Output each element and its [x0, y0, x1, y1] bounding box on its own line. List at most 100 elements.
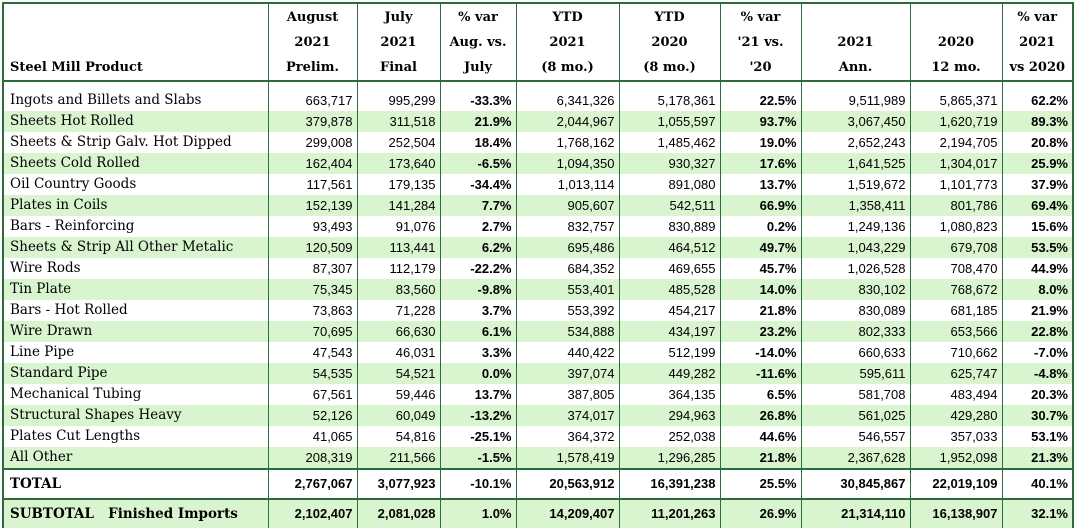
cell-col-5: 449,282: [619, 363, 721, 384]
header-line: Ann.: [838, 60, 873, 75]
header-line: July: [463, 60, 493, 75]
header-line: Aug. vs.: [449, 35, 507, 50]
cell-col-7: 3,067,450: [801, 111, 911, 132]
cell-col-2: 311,518: [357, 111, 441, 132]
cell-col-3: 7.7%: [440, 195, 517, 216]
cell-col-3: -34.4%: [440, 174, 517, 195]
cell-col-1: 87,307: [268, 258, 358, 279]
cell-col-2: 2,081,028: [357, 498, 441, 528]
cell-col-4: 832,757: [516, 216, 620, 237]
header-line: 2021: [1019, 35, 1056, 50]
table-row: Plates Cut Lengths 41,065 54,816 -25.1% 364,…: [4, 426, 1072, 447]
cell-col-2: 66,630: [357, 321, 441, 342]
product-name: SUBTOTAL Finished Imports: [4, 498, 269, 528]
header-line: [915, 5, 998, 30]
cell-col-7: 9,511,989: [801, 90, 911, 111]
cell-col-9: 8.0%: [1002, 279, 1072, 300]
cell-col-5: 1,055,597: [619, 111, 721, 132]
cell-col-1: 2,102,407: [268, 498, 358, 528]
product-name: Bars - Hot Rolled: [4, 300, 269, 321]
header-col-8: 2020 12 mo.: [910, 4, 1003, 82]
product-name: Plates in Coils: [4, 195, 269, 216]
cell-col-8: 357,033: [910, 426, 1003, 447]
product-name: Structural Shapes Heavy: [4, 405, 269, 426]
table-row: Bars - Hot Rolled 73,863 71,228 3.7% 553,392…: [4, 300, 1072, 321]
spacer-cell: [516, 81, 620, 90]
table-row: Bars - Reinforcing 93,493 91,076 2.7% 832,75…: [4, 216, 1072, 237]
cell-col-2: 173,640: [357, 153, 441, 174]
cell-col-6: 21.8%: [720, 300, 802, 321]
cell-col-3: -33.3%: [440, 90, 517, 111]
cell-col-9: 62.2%: [1031, 93, 1068, 108]
table-row: Mechanical Tubing 67,561 59,446 13.7% 387,80…: [4, 384, 1072, 405]
product-name: Wire Drawn: [4, 321, 269, 342]
cell-col-3: 2.7%: [440, 216, 517, 237]
cell-col-2: 995,299: [357, 90, 441, 111]
cell-col-4: 2,044,967: [516, 111, 620, 132]
cell-col-3: -22.2%: [440, 258, 517, 279]
cell-col-8: 801,786: [910, 195, 1003, 216]
header-line: [806, 5, 906, 30]
cell-col-4: 1,013,114: [516, 174, 620, 195]
cell-col-7: 581,708: [801, 384, 911, 405]
cell-col-6: 66.9%: [720, 195, 802, 216]
cell-col-1: 663,717: [268, 90, 358, 111]
cell-col-3: 13.7%: [440, 384, 517, 405]
cell-col-2: 60,049: [357, 405, 441, 426]
table-header: Steel Mill Product August 2021 Prelim. July 2…: [4, 4, 1072, 82]
cell-col-1: 75,345: [268, 279, 358, 300]
cell-col-7: 546,557: [801, 426, 911, 447]
cell-col-7: 30,845,867: [801, 468, 911, 499]
header-line: % var: [740, 10, 781, 25]
cell-col-7: 1,043,229: [801, 237, 911, 258]
header-col-4: YTD 2021 (8 mo.): [516, 4, 620, 82]
cell-col-8: 5,865,371: [910, 90, 1003, 111]
cell-col-9: 53.1%: [1031, 429, 1068, 444]
cell-col-4: 553,392: [516, 300, 620, 321]
header-col-6: % var '21 vs. '20: [720, 4, 802, 82]
spacer-cell: [268, 81, 358, 90]
cell-col-3: -1.5%: [440, 447, 517, 469]
spacer-cell: [1002, 81, 1072, 90]
cell-col-5: 464,512: [619, 237, 721, 258]
header-col-1: August 2021 Prelim.: [268, 4, 358, 82]
cell-col-9: 53.5%: [1002, 237, 1072, 258]
cell-col-5: 294,963: [619, 405, 721, 426]
cell-col-3: 6.2%: [440, 237, 517, 258]
table-row: All Other 208,319 211,566 -1.5% 1,578,419 1,2…: [4, 447, 1072, 469]
cell-col-3: -10.1%: [440, 468, 517, 499]
header-line: YTD: [552, 10, 583, 25]
cell-col-6: 6.5%: [720, 384, 802, 405]
cell-col-4: 1,768,162: [516, 132, 620, 153]
cell-col-2: 71,228: [357, 300, 441, 321]
cell-col-4: 20,563,912: [516, 468, 620, 499]
cell-col-5: 16,391,238: [619, 468, 721, 499]
table-row: Sheets & Strip Galv. Hot Dipped 299,008 25…: [4, 132, 1072, 153]
table-body: Ingots and Billets and Slabs 663,717 995,2…: [4, 81, 1072, 528]
cell-col-9: 44.9%: [1031, 261, 1068, 276]
cell-col-8: 679,708: [910, 237, 1003, 258]
table-row: Sheets Hot Rolled 379,878 311,518 21.9% 2,04…: [4, 111, 1072, 132]
cell-col-2: 112,179: [357, 258, 441, 279]
cell-col-5: 485,528: [619, 279, 721, 300]
cell-col-7: 2,367,628: [801, 447, 911, 469]
product-name: Oil Country Goods: [4, 174, 269, 195]
header-product: Steel Mill Product: [4, 4, 269, 82]
cell-col-5: 1,485,462: [619, 132, 721, 153]
cell-col-6: 21.8%: [720, 447, 802, 469]
cell-col-2: 211,566: [357, 447, 441, 469]
cell-col-9: -7.0%: [1034, 345, 1068, 360]
cell-col-1: 93,493: [268, 216, 358, 237]
product-name: Sheets & Strip Galv. Hot Dipped: [4, 132, 269, 153]
cell-col-8: 16,138,907: [910, 498, 1003, 528]
cell-col-7: 1,641,525: [801, 153, 911, 174]
cell-col-4: 397,074: [516, 363, 620, 384]
cell-col-8: 625,747: [910, 363, 1003, 384]
cell-col-8: 1,080,823: [910, 216, 1003, 237]
cell-col-5: 434,197: [619, 321, 721, 342]
table-row: Sheets & Strip All Other Metalic 120,509 1…: [4, 237, 1072, 258]
spacer-row: [4, 81, 1072, 90]
header-col-3: % var Aug. vs. July: [440, 4, 517, 82]
product-name: Wire Rods: [4, 258, 269, 279]
header-line: Final: [380, 60, 417, 75]
